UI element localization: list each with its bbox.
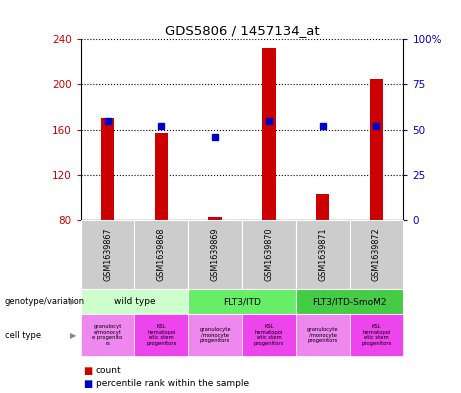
Text: GSM1639868: GSM1639868	[157, 228, 166, 281]
Text: GSM1639870: GSM1639870	[265, 228, 273, 281]
Bar	[101, 118, 114, 220]
Bar	[262, 48, 276, 220]
Bar	[208, 217, 222, 220]
Text: ▶: ▶	[70, 297, 76, 306]
Text: genotype/variation: genotype/variation	[5, 297, 85, 306]
Text: FLT3/ITD-SmoM2: FLT3/ITD-SmoM2	[313, 297, 387, 306]
Bar	[370, 79, 383, 220]
Text: ■: ■	[83, 379, 92, 389]
Text: granulocyte
/monocyte
progenitors: granulocyte /monocyte progenitors	[199, 327, 231, 343]
Text: ■: ■	[83, 365, 92, 376]
Text: count: count	[96, 366, 122, 375]
Text: FLT3/ITD: FLT3/ITD	[223, 297, 261, 306]
Text: KSL
hematopoi
etic stem
progenitors: KSL hematopoi etic stem progenitors	[146, 324, 177, 346]
Bar	[316, 194, 330, 220]
Text: granulocyte
/monocyte
progenitors: granulocyte /monocyte progenitors	[307, 327, 338, 343]
Text: GSM1639867: GSM1639867	[103, 228, 112, 281]
Text: GSM1639869: GSM1639869	[211, 228, 219, 281]
Text: percentile rank within the sample: percentile rank within the sample	[96, 380, 249, 388]
Bar	[154, 133, 168, 220]
Text: ▶: ▶	[70, 331, 76, 340]
Text: KSL
hematopoi
etic stem
progenitors: KSL hematopoi etic stem progenitors	[254, 324, 284, 346]
Text: wild type: wild type	[114, 297, 155, 306]
Text: KSL
hematopoi
etic stem
progenitors: KSL hematopoi etic stem progenitors	[361, 324, 392, 346]
Text: GSM1639871: GSM1639871	[318, 228, 327, 281]
Title: GDS5806 / 1457134_at: GDS5806 / 1457134_at	[165, 24, 319, 37]
Text: cell type: cell type	[5, 331, 41, 340]
Text: GSM1639872: GSM1639872	[372, 228, 381, 281]
Text: granulocyt
e/monocyt
e progenito
rs: granulocyt e/monocyt e progenito rs	[93, 324, 123, 346]
